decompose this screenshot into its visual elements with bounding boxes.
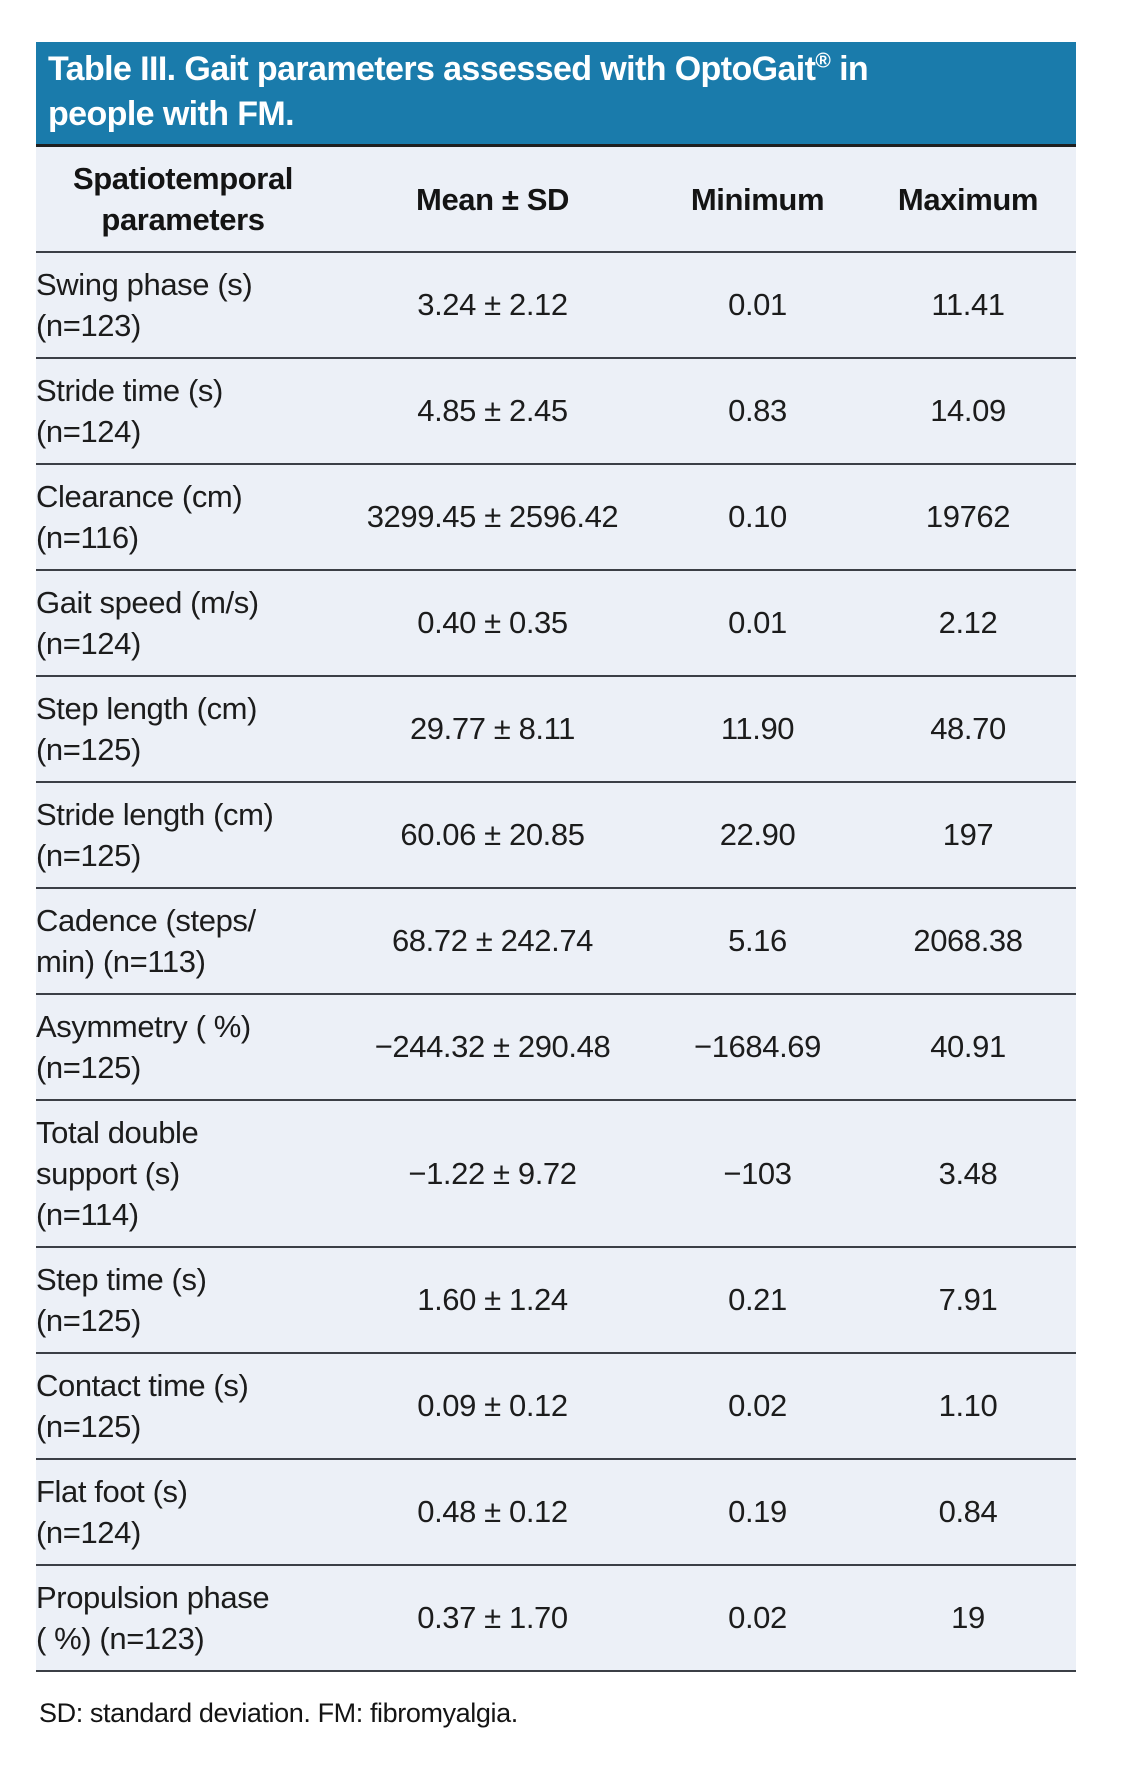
maximum-value: 19	[860, 1565, 1076, 1672]
minimum-value: 0.01	[655, 570, 860, 677]
param-label: Swing phase (s) (n=123)	[36, 252, 330, 359]
mean-sd-value: −244.32 ± 290.48	[330, 994, 655, 1101]
table-row-flat-foot: Flat foot (s) (n=124) 0.48 ± 0.12 0.19 0…	[36, 1459, 1076, 1566]
maximum-value: 0.84	[860, 1459, 1076, 1566]
maximum-value: 40.91	[860, 994, 1076, 1101]
minimum-value: 22.90	[655, 782, 860, 889]
minimum-value: 5.16	[655, 888, 860, 995]
table-row-propulsion-phase: Propulsion phase ( %) (n=123) 0.37 ± 1.7…	[36, 1565, 1076, 1672]
mean-sd-value: 60.06 ± 20.85	[330, 782, 655, 889]
maximum-value: 3.48	[860, 1100, 1076, 1248]
param-label: Flat foot (s) (n=124)	[36, 1459, 330, 1566]
column-header-minimum: Minimum	[655, 147, 860, 253]
table-title-text-after: in	[830, 50, 869, 88]
table-row-stride-time: Stride time (s) (n=124) 4.85 ± 2.45 0.83…	[36, 358, 1076, 465]
maximum-value: 1.10	[860, 1353, 1076, 1460]
table-row-gait-speed: Gait speed (m/s) (n=124) 0.40 ± 0.35 0.0…	[36, 570, 1076, 677]
table-title-line2: people with FM.	[48, 95, 295, 133]
param-label: Step time (s) (n=125)	[36, 1247, 330, 1354]
table-row-swing-phase: Swing phase (s) (n=123) 3.24 ± 2.12 0.01…	[36, 252, 1076, 359]
table-title-band: Table III. Gait parameters assessed with…	[36, 42, 1076, 147]
maximum-value: 2068.38	[860, 888, 1076, 995]
table-row-step-length: Step length (cm) (n=125) 29.77 ± 8.11 11…	[36, 676, 1076, 783]
table-footnote: SD: standard deviation. FM: fibromyalgia…	[39, 1698, 518, 1728]
maximum-value: 2.12	[860, 570, 1076, 677]
minimum-value: 0.83	[655, 358, 860, 465]
param-label: Stride length (cm) (n=125)	[36, 782, 330, 889]
minimum-value: 0.21	[655, 1247, 860, 1354]
mean-sd-value: 3.24 ± 2.12	[330, 252, 655, 359]
maximum-value: 14.09	[860, 358, 1076, 465]
mean-sd-value: 0.37 ± 1.70	[330, 1565, 655, 1672]
table-row-total-double-support: Total double support (s) (n=114) −1.22 ±…	[36, 1100, 1076, 1248]
mean-sd-value: −1.22 ± 9.72	[330, 1100, 655, 1248]
registered-trademark-symbol: ®	[815, 49, 831, 73]
minimum-value: 0.02	[655, 1353, 860, 1460]
mean-sd-value: 0.40 ± 0.35	[330, 570, 655, 677]
minimum-value: 0.02	[655, 1565, 860, 1672]
mean-sd-value: 3299.45 ± 2596.42	[330, 464, 655, 571]
paper-table: Table III. Gait parameters assessed with…	[36, 42, 1076, 1729]
minimum-value: −103	[655, 1100, 860, 1248]
minimum-value: 0.10	[655, 464, 860, 571]
param-label: Total double support (s) (n=114)	[36, 1100, 330, 1248]
mean-sd-value: 29.77 ± 8.11	[330, 676, 655, 783]
mean-sd-value: 0.09 ± 0.12	[330, 1353, 655, 1460]
param-label: Contact time (s) (n=125)	[36, 1353, 330, 1460]
column-header-row: Spatiotemporal parameters Mean ± SD Mini…	[36, 147, 1076, 253]
mean-sd-value: 1.60 ± 1.24	[330, 1247, 655, 1354]
minimum-value: 0.01	[655, 252, 860, 359]
minimum-value: 11.90	[655, 676, 860, 783]
column-header-mean-sd: Mean ± SD	[330, 147, 655, 253]
table-row-stride-length: Stride length (cm) (n=125) 60.06 ± 20.85…	[36, 782, 1076, 889]
maximum-value: 197	[860, 782, 1076, 889]
maximum-value: 11.41	[860, 252, 1076, 359]
param-label: Gait speed (m/s) (n=124)	[36, 570, 330, 677]
param-label: Clearance (cm) (n=116)	[36, 464, 330, 571]
table-title-text: Table III. Gait parameters assessed with…	[48, 50, 816, 88]
mean-sd-value: 68.72 ± 242.74	[330, 888, 655, 995]
param-label: Cadence (steps/ min) (n=113)	[36, 888, 330, 995]
table-row-asymmetry: Asymmetry ( %) (n=125) −244.32 ± 290.48 …	[36, 994, 1076, 1101]
maximum-value: 19762	[860, 464, 1076, 571]
table-row-clearance: Clearance (cm) (n=116) 3299.45 ± 2596.42…	[36, 464, 1076, 571]
maximum-value: 7.91	[860, 1247, 1076, 1354]
table-row-cadence: Cadence (steps/ min) (n=113) 68.72 ± 242…	[36, 888, 1076, 995]
column-header-parameters: Spatiotemporal parameters	[36, 147, 330, 253]
minimum-value: −1684.69	[655, 994, 860, 1101]
mean-sd-value: 0.48 ± 0.12	[330, 1459, 655, 1566]
param-label: Stride time (s) (n=124)	[36, 358, 330, 465]
column-header-maximum: Maximum	[860, 147, 1076, 253]
mean-sd-value: 4.85 ± 2.45	[330, 358, 655, 465]
table-row-contact-time: Contact time (s) (n=125) 0.09 ± 0.12 0.0…	[36, 1353, 1076, 1460]
minimum-value: 0.19	[655, 1459, 860, 1566]
table-row-step-time: Step time (s) (n=125) 1.60 ± 1.24 0.21 7…	[36, 1247, 1076, 1354]
maximum-value: 48.70	[860, 676, 1076, 783]
param-label: Propulsion phase ( %) (n=123)	[36, 1565, 330, 1672]
param-label: Step length (cm) (n=125)	[36, 676, 330, 783]
param-label: Asymmetry ( %) (n=125)	[36, 994, 330, 1101]
gait-parameters-table: Spatiotemporal parameters Mean ± SD Mini…	[36, 147, 1076, 1672]
